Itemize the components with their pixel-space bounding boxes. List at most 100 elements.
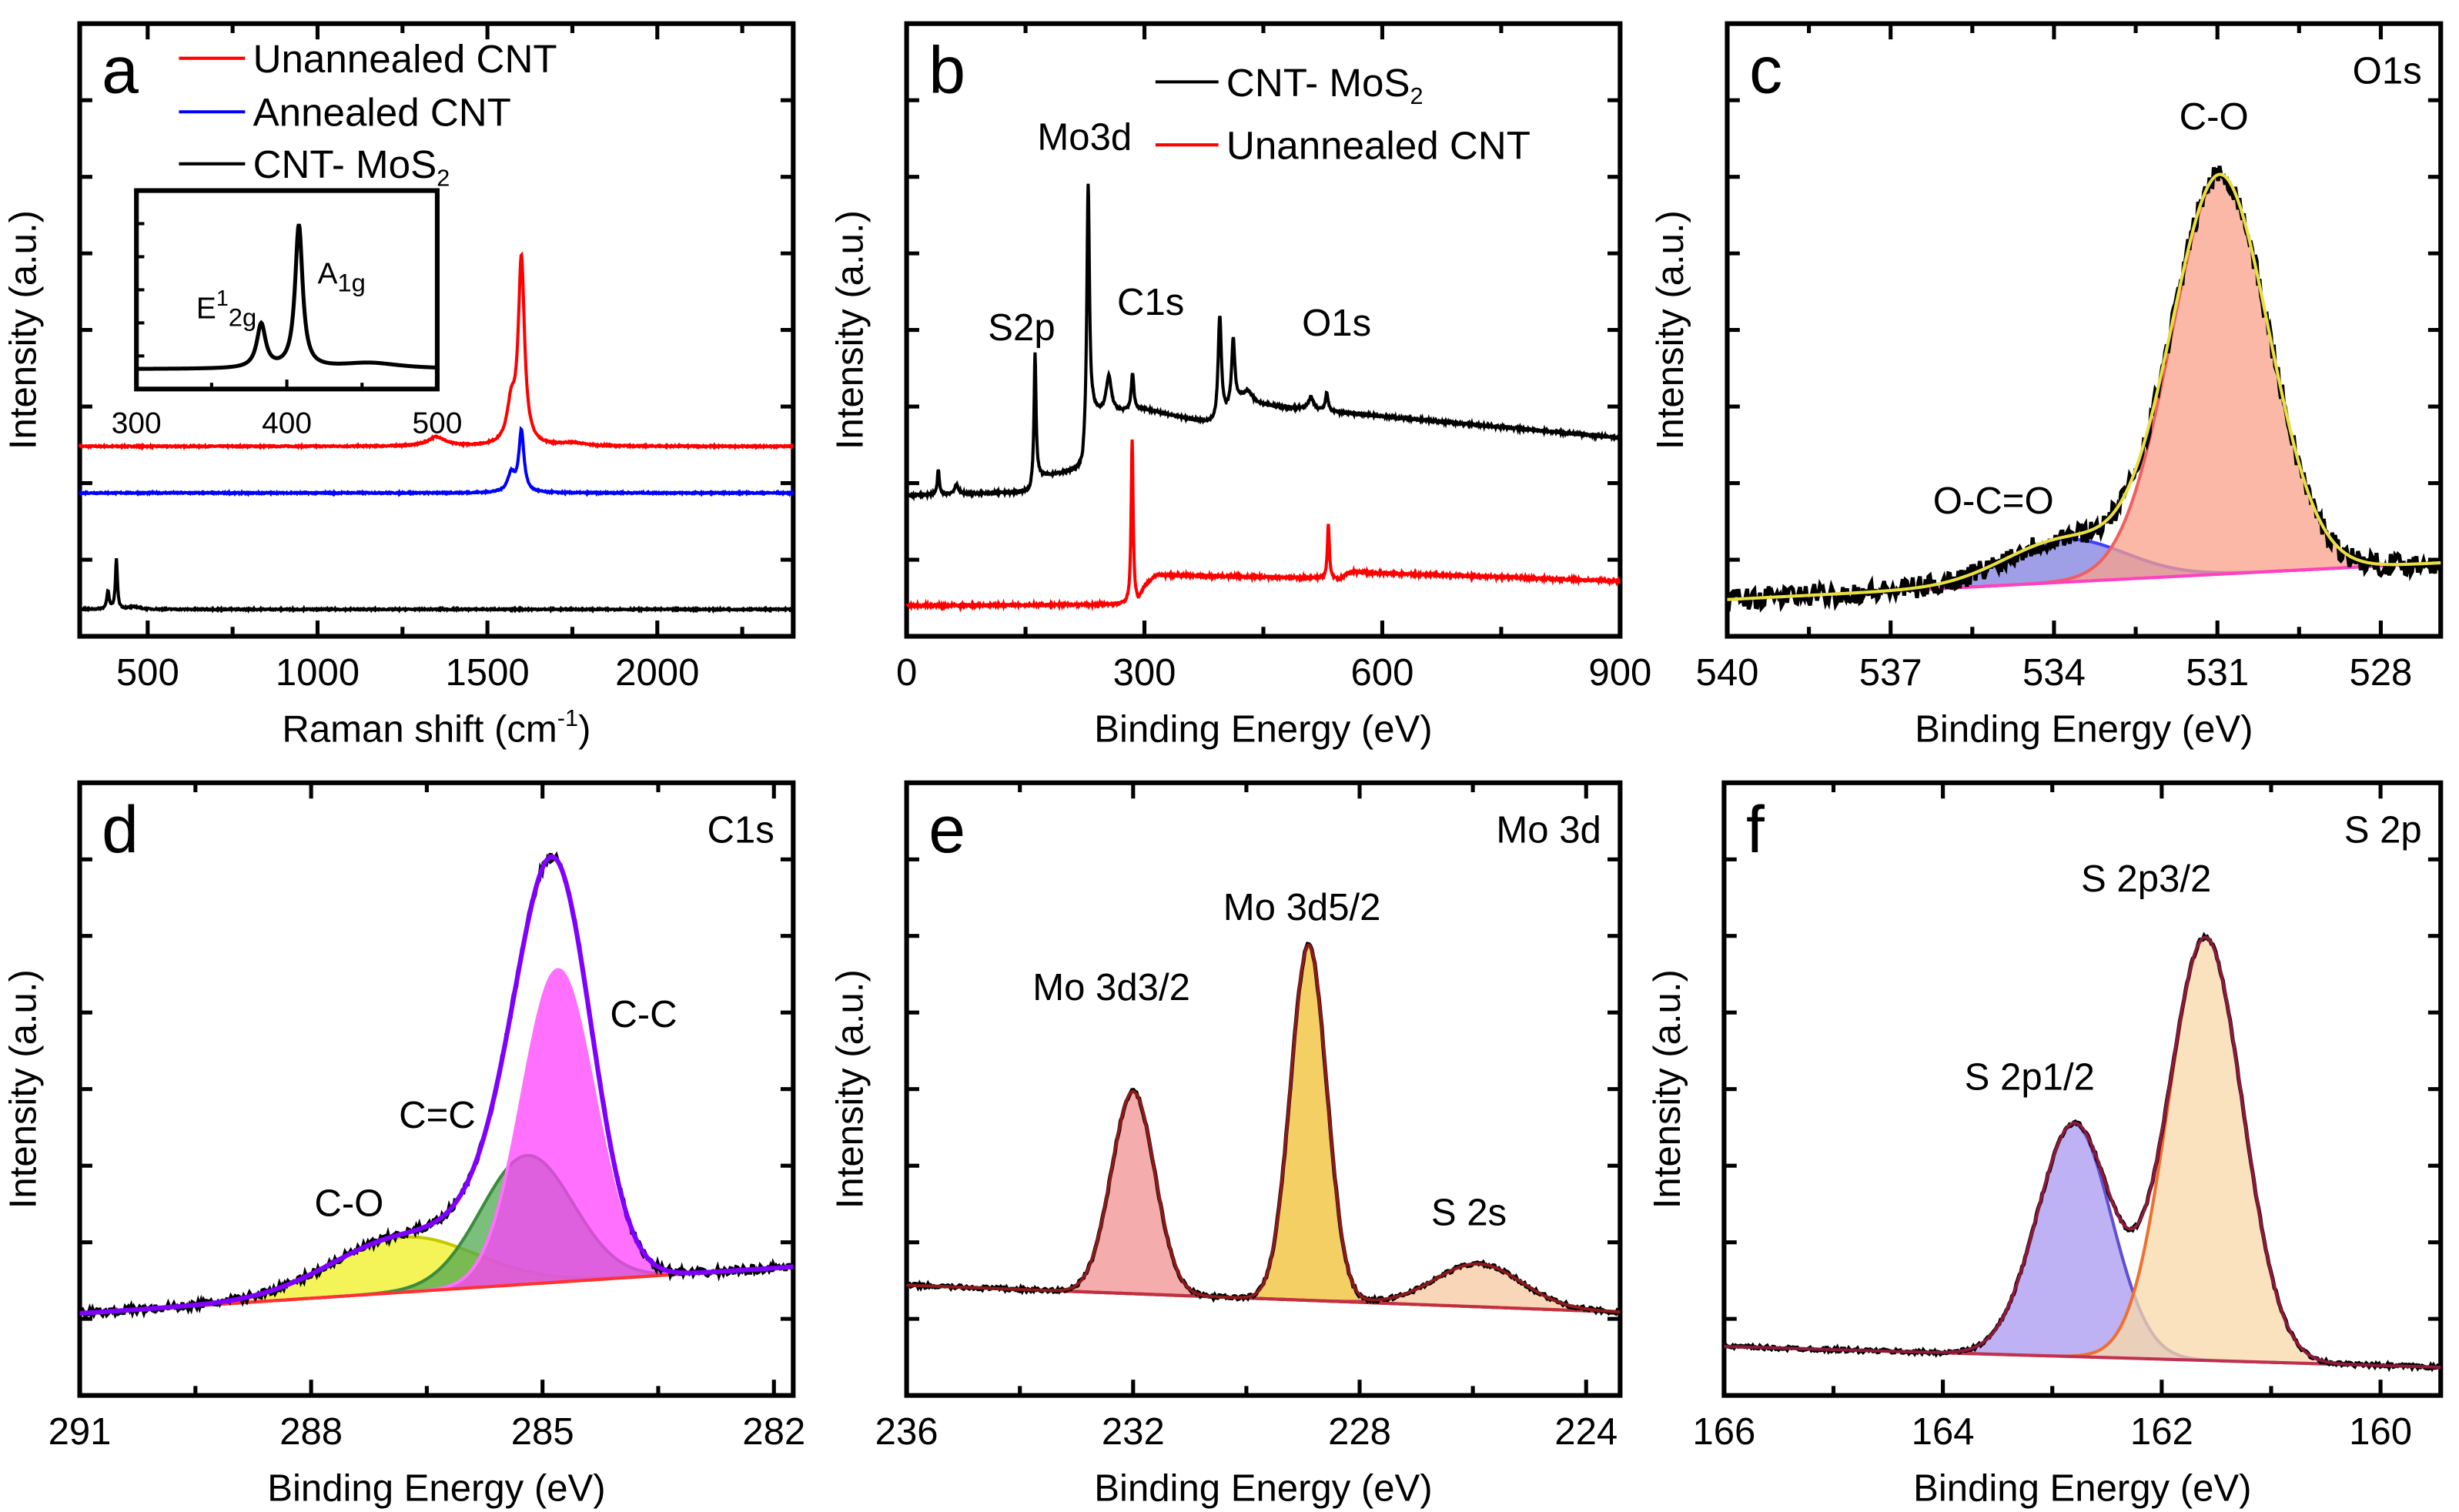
envelope-fit-line (79, 854, 794, 1316)
core-level-label: S 2p (2344, 810, 2422, 851)
inset-x-tick-label: 500 (413, 407, 463, 440)
panel-d: 291 288 285 282 Binding Energy (eV) Intensity… (2, 780, 805, 1510)
y-axis-label: Intensity (a.u.) (1650, 210, 1691, 450)
series-line-1 (905, 439, 1621, 613)
y-axis-label: Intensity (a.u.) (1647, 969, 1688, 1209)
peak-label: S 2p1/2 (1965, 1057, 2095, 1099)
y-axis-label: Intensity (a.u.) (2, 210, 44, 450)
y-axis-label: Intensity (a.u.) (829, 210, 871, 450)
peak-label: C-C (610, 994, 677, 1035)
y-axis-label: Intensity (a.u.) (2, 969, 44, 1209)
peak-label: S 2p3/2 (2081, 858, 2211, 900)
x-tick-label: 236 (875, 1411, 938, 1453)
plot-area (79, 851, 794, 1321)
y-axis-label: Intensity (a.u.) (829, 969, 871, 1209)
component-fill-0 (1724, 1123, 2441, 1368)
series-line-2 (79, 557, 794, 614)
inset-peak-label: E12g (196, 286, 256, 332)
legend-label: CNT- MoS2 (253, 142, 450, 191)
x-axis-label-sup: -1 (557, 704, 578, 731)
peak-label-text: E (196, 292, 216, 325)
x-tick-label: 228 (1328, 1411, 1391, 1453)
raw-data-line (906, 942, 1621, 1316)
x-tick-label: 288 (279, 1411, 343, 1453)
series-line-0 (78, 251, 795, 451)
x-tick-label: 0 (896, 652, 917, 694)
peak-label-sub: 2g (229, 303, 256, 331)
x-tick-label: 224 (1554, 1411, 1618, 1453)
component-fill-1 (1727, 176, 2441, 600)
peak-label: S 2s (1431, 1193, 1507, 1234)
x-tick-label: 160 (2349, 1411, 2412, 1453)
x-tick-label: 531 (2186, 652, 2249, 694)
x-axis-label: Binding Energy (eV) (1913, 1468, 2251, 1510)
x-tick-label: 300 (1113, 652, 1176, 694)
legend-label: CNT- MoS2 (1226, 61, 1424, 109)
peak-label-text: A (317, 257, 337, 290)
envelope-fit-line (1727, 172, 2441, 601)
peak-label: C=C (399, 1095, 476, 1136)
inset-x-tick-label: 400 (262, 407, 312, 440)
plot-area (1724, 932, 2441, 1373)
x-axis-label-end: ) (578, 709, 590, 751)
legend-label: Unannealed CNT (253, 37, 557, 81)
inset-peak-label: A1g (317, 257, 365, 296)
panel-a: 500 1000 1500 2000 Raman shift (cm-1) Intensi… (2, 21, 796, 751)
legend-label: Unannealed CNT (1226, 124, 1531, 168)
x-tick-label: 162 (2130, 1411, 2193, 1453)
component-fill-1 (1724, 938, 2441, 1368)
x-tick-label: 500 (116, 652, 179, 694)
component-fill-1 (906, 945, 1621, 1313)
peak-label: C-O (2180, 96, 2249, 138)
panel-letter: f (1746, 793, 1765, 867)
peak-label: Mo 3d5/2 (1223, 887, 1381, 928)
x-axis-label: Binding Energy (eV) (267, 1468, 605, 1510)
envelope-fit-line (1724, 935, 2441, 1370)
peak-label: C1s (1117, 282, 1184, 323)
x-tick-label: 285 (511, 1411, 574, 1453)
peak-label: Mo 3d3/2 (1032, 967, 1190, 1009)
plot-area (1727, 166, 2441, 613)
x-axis-label-text: Raman shift (cm (282, 709, 557, 751)
raw-data-line (1727, 166, 2441, 613)
legend-label: Annealed CNT (253, 91, 511, 135)
x-tick-label: 2000 (615, 652, 699, 694)
x-tick-label: 1500 (446, 652, 530, 694)
x-axis-label: Binding Energy (eV) (1915, 709, 2253, 751)
series-line-1 (79, 426, 795, 497)
plot-area (906, 942, 1621, 1316)
panel-letter: e (928, 793, 965, 867)
x-tick-label: 534 (2022, 652, 2086, 694)
inset-plot: 300 400 500 E12g A1g (112, 188, 463, 440)
x-tick-label: 540 (1696, 652, 1759, 694)
x-tick-label: 600 (1350, 652, 1414, 694)
x-axis-label: Binding Energy (eV) (1094, 709, 1432, 751)
panel-letter: b (928, 34, 965, 108)
component-fill-0 (1727, 539, 2441, 600)
core-level-label: O1s (2353, 50, 2422, 92)
panel-b: 0 300 600 900 Binding Energy (eV) Intensity (… (829, 21, 1651, 751)
panel-letter: d (102, 793, 139, 867)
peak-label: Mo3d (1037, 116, 1132, 158)
component-fill-2 (79, 969, 794, 1313)
legend-label-text: CNT- MoS (1226, 61, 1410, 105)
legend-label-text: Unannealed CNT (253, 37, 557, 81)
inset-series-line (136, 223, 438, 371)
x-tick-label: 900 (1588, 652, 1651, 694)
x-tick-label: 291 (49, 1411, 112, 1453)
legend-label-subscript: 2 (1410, 82, 1424, 109)
peak-label: C-O (314, 1183, 383, 1224)
envelope-fit-line (906, 943, 1621, 1314)
component-line-1 (906, 943, 1621, 1314)
core-level-label: Mo 3d (1496, 810, 1601, 851)
panel-c: 540 537 534 531 528 Binding Energy (eV) Intens… (1650, 21, 2444, 751)
inset-x-tick-label: 300 (112, 407, 162, 440)
x-tick-label: 164 (1912, 1411, 1975, 1453)
peak-label: O-C=O (1933, 480, 2054, 522)
x-tick-label: 232 (1102, 1411, 1165, 1453)
legend-label-text: Annealed CNT (253, 91, 511, 135)
x-tick-label: 1000 (276, 652, 360, 694)
legend-label-subscript: 2 (437, 164, 450, 191)
panel-e: 236 232 228 224 Binding Energy (eV) Intensity… (829, 780, 1623, 1510)
